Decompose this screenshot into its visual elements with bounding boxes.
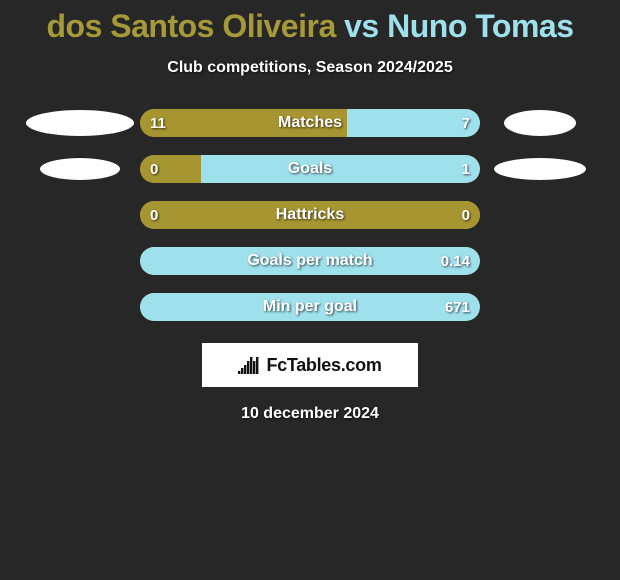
left-indicator — [20, 110, 140, 136]
ellipse-icon — [504, 110, 576, 136]
stat-row: 0.14Goals per match — [0, 247, 620, 275]
title-player1: dos Santos Oliveira — [46, 8, 335, 44]
bar-segment-left — [140, 201, 480, 229]
stat-row: 117Matches — [0, 109, 620, 137]
stat-row: 01Goals — [0, 155, 620, 183]
bar-segment-right — [347, 109, 480, 137]
brand-text: FcTables.com — [266, 355, 381, 376]
stat-bar: 0.14Goals per match — [140, 247, 480, 275]
comparison-title: dos Santos Oliveira vs Nuno Tomas — [0, 0, 620, 45]
date-text: 10 december 2024 — [0, 405, 620, 423]
title-player2: Nuno Tomas — [387, 8, 573, 44]
bar-segment-left — [140, 109, 347, 137]
subtitle: Club competitions, Season 2024/2025 — [0, 59, 620, 77]
title-vs: vs — [344, 8, 379, 44]
stat-bar: 01Goals — [140, 155, 480, 183]
left-indicator — [20, 158, 140, 180]
stat-bar: 671Min per goal — [140, 293, 480, 321]
stat-row: 00Hattricks — [0, 201, 620, 229]
ellipse-icon — [494, 158, 586, 180]
stat-bar: 117Matches — [140, 109, 480, 137]
bar-chart-icon — [238, 356, 260, 374]
bar-segment-right — [140, 247, 480, 275]
stat-rows: 117Matches 01Goals 00Hattricks 0.14Goals pe… — [0, 109, 620, 321]
bar-segment-right — [140, 293, 480, 321]
bar-segment-left — [140, 155, 201, 183]
ellipse-icon — [40, 158, 120, 180]
right-indicator — [480, 158, 600, 180]
stat-bar: 00Hattricks — [140, 201, 480, 229]
right-indicator — [480, 110, 600, 136]
brand-badge[interactable]: FcTables.com — [202, 343, 418, 387]
stat-row: 671Min per goal — [0, 293, 620, 321]
bar-segment-right — [201, 155, 480, 183]
ellipse-icon — [26, 110, 134, 136]
